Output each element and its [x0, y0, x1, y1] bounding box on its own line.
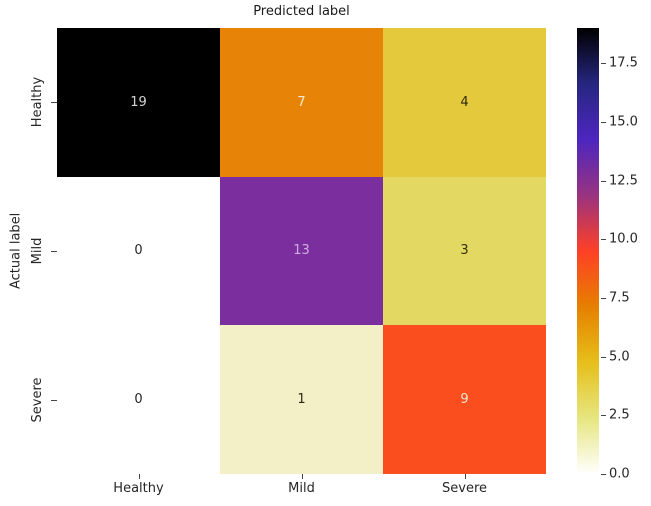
- heatmap-cell: 0: [57, 325, 220, 474]
- colorbar-tick-mark: [601, 474, 606, 475]
- cell-value: 1: [297, 392, 306, 408]
- x-tick-label: Severe: [442, 481, 487, 496]
- heatmap-cell: 9: [383, 325, 546, 474]
- cell-value: 9: [460, 392, 469, 408]
- x-tick-mark: [138, 474, 140, 479]
- y-tick-label: Severe: [30, 377, 45, 423]
- y-tick-mark: [51, 251, 57, 252]
- colorbar-tick-mark: [601, 297, 606, 299]
- colorbar: [577, 28, 599, 474]
- heatmap-cell: 3: [383, 176, 546, 326]
- cell-value: 0: [134, 243, 143, 259]
- cell-value: 19: [130, 94, 147, 110]
- y-axis-label: Actual label: [8, 212, 24, 290]
- x-tick-mark: [301, 474, 303, 479]
- heatmap-cell: 0: [57, 176, 220, 326]
- y-tick-mark: [51, 399, 57, 401]
- x-tick-mark: [464, 474, 466, 479]
- cell-value: 3: [460, 243, 469, 259]
- cell-value: 7: [297, 94, 306, 110]
- colorbar-tick-mark: [601, 180, 606, 182]
- heatmap-cell: 1: [220, 325, 383, 474]
- cell-value: 4: [460, 94, 469, 110]
- y-tick-labels: Healthy Mild Severe: [30, 28, 50, 474]
- colorbar-tick-label: 0.0: [609, 466, 630, 482]
- colorbar-tick-mark: [601, 415, 606, 417]
- heatmap-cell: 4: [383, 28, 546, 177]
- y-tick-mark: [51, 102, 57, 104]
- colorbar-tick-mark: [601, 63, 606, 65]
- heatmap-cell: 7: [220, 28, 383, 177]
- y-tick-label: Healthy: [30, 77, 45, 128]
- plot-title: Predicted label: [253, 4, 350, 19]
- colorbar-tick-mark: [601, 121, 606, 123]
- colorbar-tick-label: 7.5: [609, 290, 630, 306]
- cell-value: 13: [293, 243, 310, 259]
- x-tick-label: Mild: [288, 481, 315, 496]
- colorbar-tick-label: 2.5: [609, 407, 630, 423]
- x-tick-labels: Healthy Mild Severe: [57, 481, 546, 501]
- y-tick-label: Mild: [30, 237, 45, 265]
- colorbar-tick-label: 10.0: [609, 231, 638, 247]
- colorbar-tick-label: 15.0: [609, 114, 638, 130]
- colorbar-tick-mark: [601, 356, 606, 358]
- heatmap-cell: 19: [57, 28, 220, 177]
- colorbar-tick-label: 5.0: [609, 349, 630, 365]
- x-tick-label: Healthy: [113, 481, 164, 496]
- cell-value: 0: [134, 392, 143, 408]
- heatmap-cell: 13: [220, 176, 383, 326]
- heatmap-grid: 19 7 4 0 13 3 0 1 9: [57, 28, 546, 474]
- colorbar-tick-mark: [601, 239, 606, 241]
- colorbar-tick-label: 12.5: [609, 173, 638, 189]
- colorbar-tick-label: 17.5: [609, 55, 638, 71]
